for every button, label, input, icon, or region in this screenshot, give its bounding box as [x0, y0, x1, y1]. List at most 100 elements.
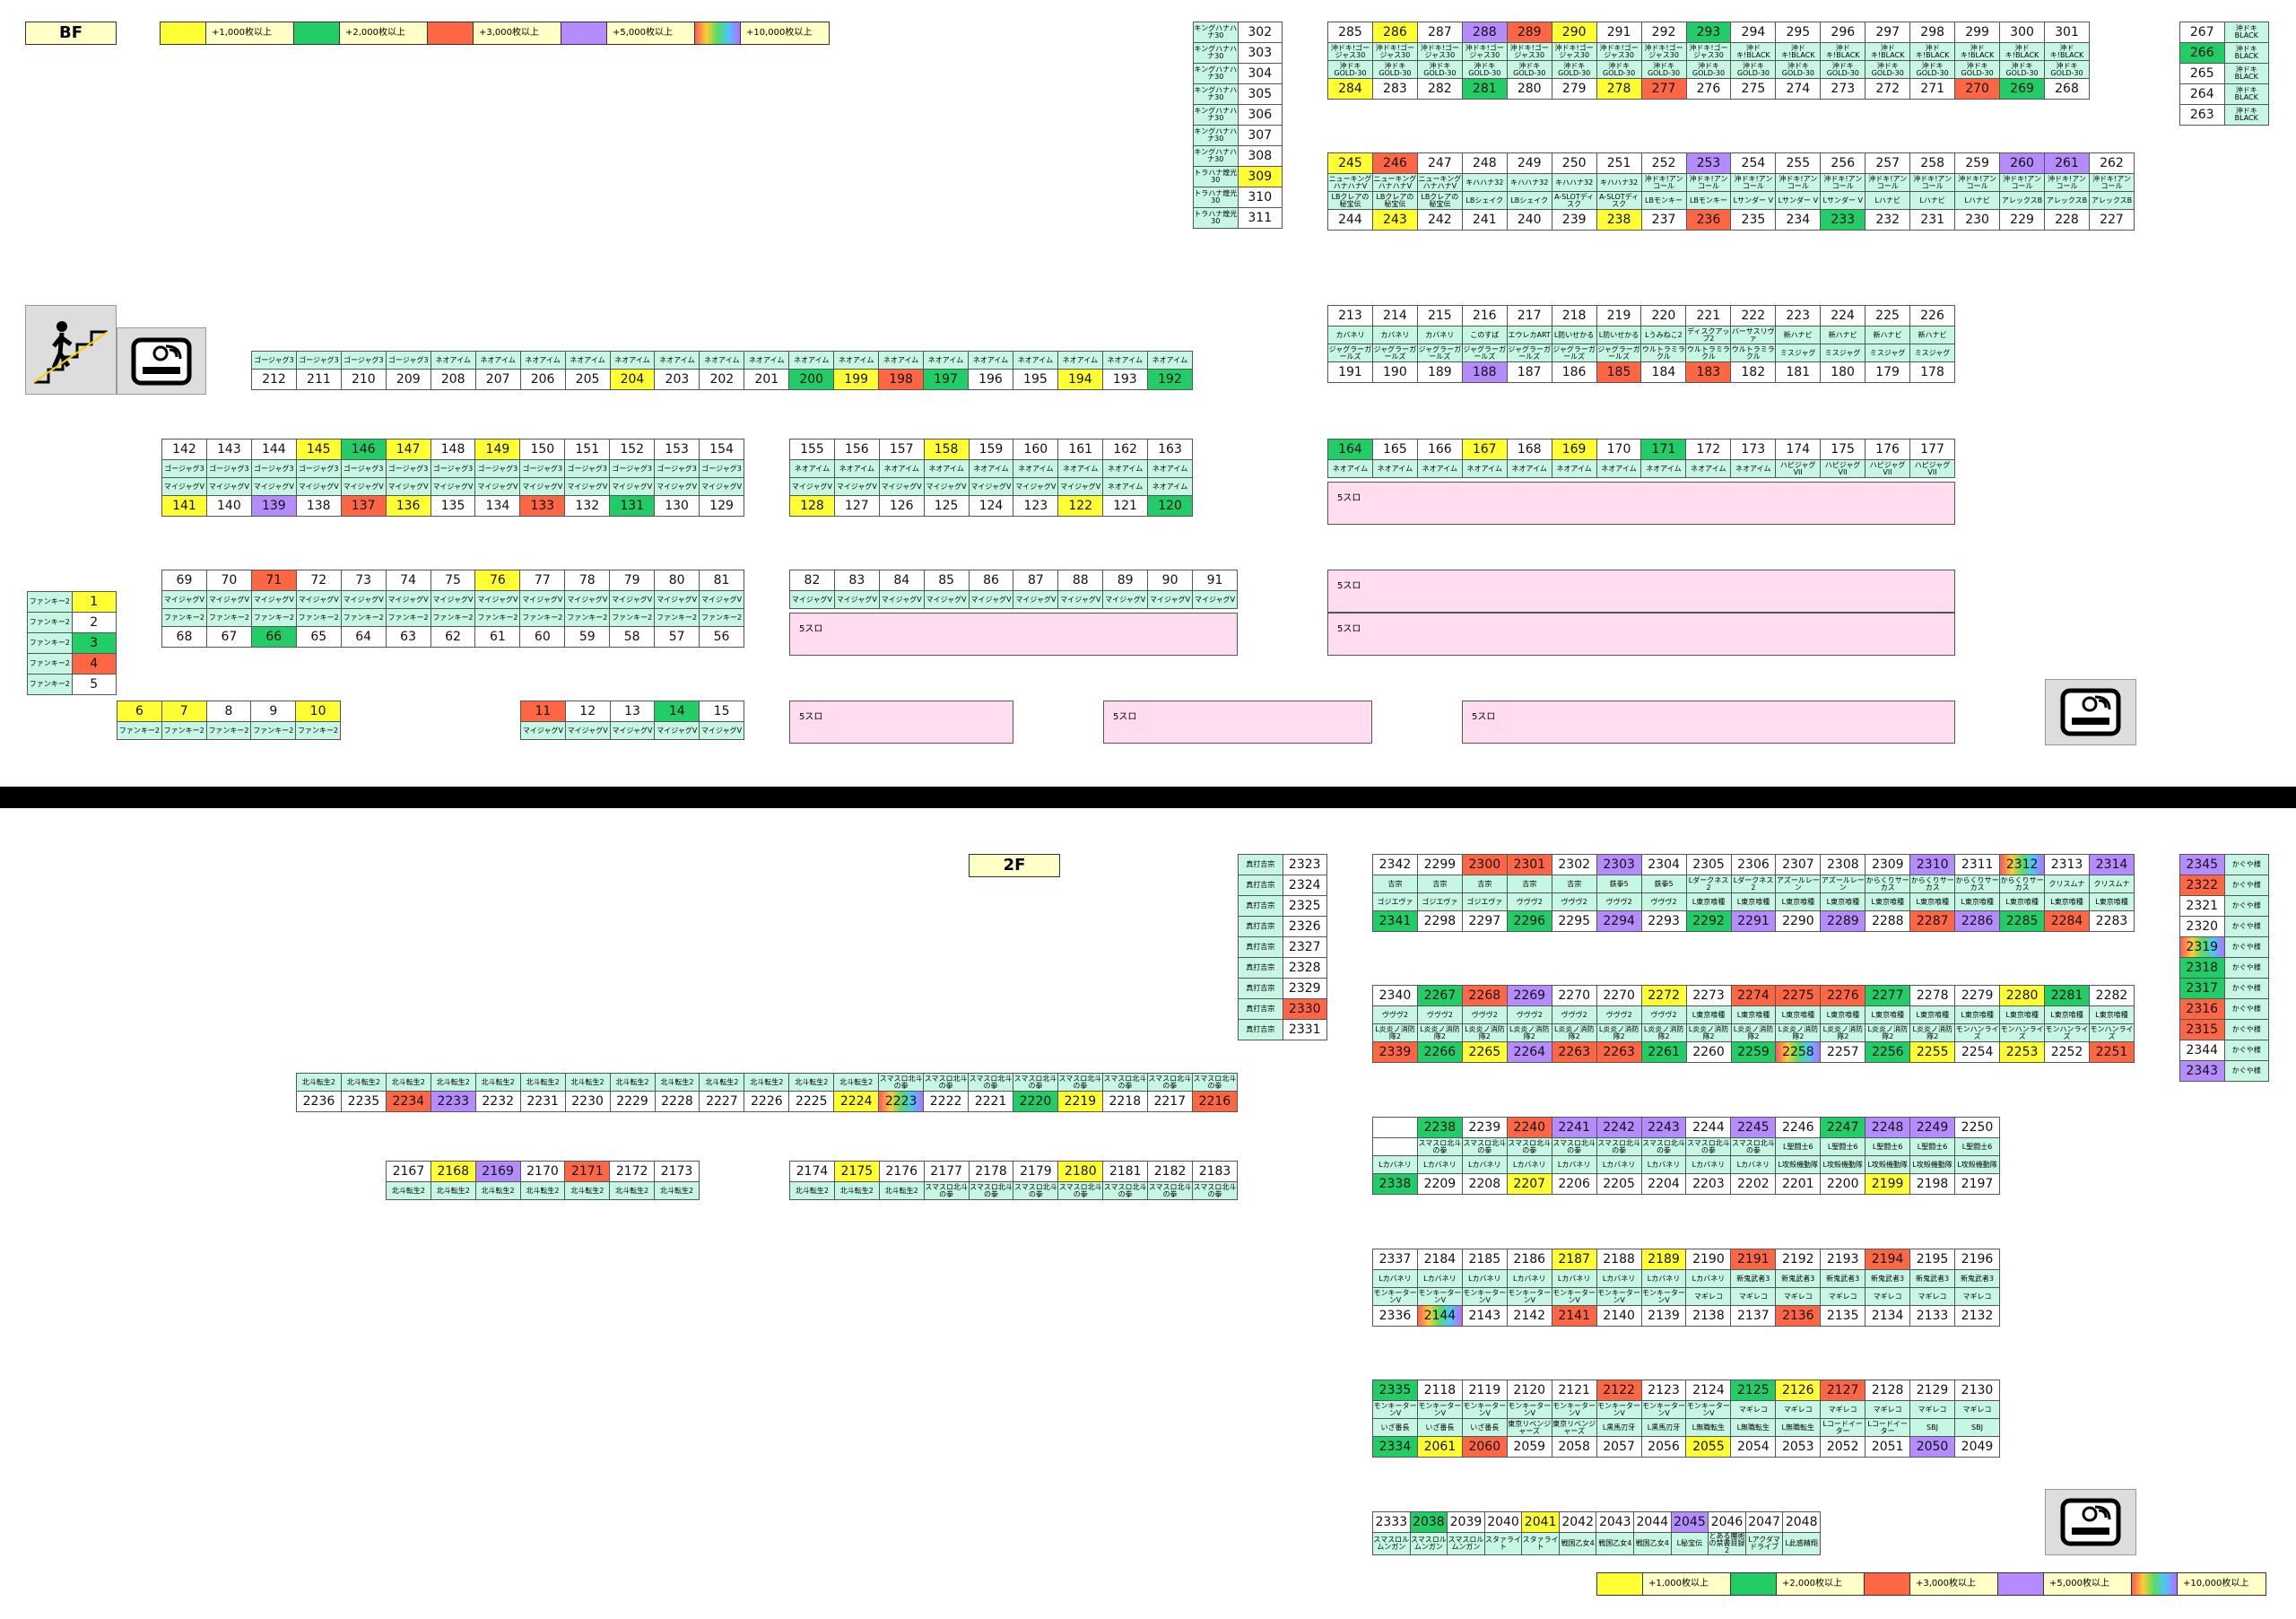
machine-model: ネオアイム	[968, 459, 1014, 478]
machine-model: このすば	[1461, 326, 1508, 344]
machine-model: Lダークネス2	[1685, 875, 1732, 893]
machine-model: マイジャグV	[609, 721, 656, 740]
machine-number: 2118	[1416, 1380, 1463, 1401]
machine-model: 沖ドキ!アンコール	[2044, 173, 2090, 192]
machine-number: 4	[71, 653, 117, 675]
machine-number: 2227	[699, 1091, 745, 1112]
machine-model: 沖ドキ!アンコール	[1730, 173, 1777, 192]
machine-model: マイジャグV	[968, 477, 1014, 496]
machine-number: 223	[1775, 305, 1822, 326]
machine-model: 鉄拳5	[1596, 875, 1642, 893]
machine-model: ウルトラミラクル	[1640, 344, 1687, 362]
machine-model: A-SLOTディスク	[1551, 191, 1597, 210]
machine-model: スマスロ北斗の拳	[1685, 1137, 1732, 1156]
machine-model: 沖ドキBLACK	[2223, 83, 2269, 105]
machine-model: Lカバネリ	[1461, 1155, 1508, 1174]
machine-number: 2055	[1685, 1436, 1732, 1458]
machine-model: 北斗転生2	[788, 1073, 835, 1092]
machine-number: 2299	[1416, 854, 1463, 875]
machine-number: 61	[474, 626, 521, 648]
machine-model: マイジャグV	[519, 477, 566, 496]
machine-model: ニューキングハナハナV	[1371, 173, 1418, 192]
machine-model: かぐや様	[2223, 875, 2269, 896]
machine-model: ファンキー2	[205, 721, 252, 740]
machine-number: 2128	[1865, 1380, 1911, 1401]
machine-number: 2259	[1730, 1041, 1777, 1063]
machine-number: 120	[1147, 495, 1193, 517]
machine-model: スマスロ北斗の拳	[1013, 1181, 1059, 1200]
machine-model: ネオアイム	[654, 351, 700, 370]
machine-number: 238	[1596, 209, 1642, 231]
machine-number: 2196	[1953, 1249, 2001, 1270]
machine-number: 304	[1237, 63, 1283, 84]
machine-model: 沖ドキBLACK	[2223, 63, 2269, 84]
machine-number: 153	[654, 439, 700, 460]
machine-number: 169	[1551, 439, 1597, 460]
machine-number: 2304	[1640, 854, 1687, 875]
machine-number: 188	[1461, 361, 1508, 383]
machine-model: ファンキー2	[205, 608, 252, 627]
machine-number: 199	[833, 369, 880, 390]
machine-number: 252	[1640, 152, 1687, 174]
machine-model: 吉宗	[1416, 875, 1463, 893]
machine-number: 2194	[1865, 1249, 1911, 1270]
machine-model: マギレコ	[1953, 1400, 2001, 1419]
machine-number: 2248	[1865, 1117, 1911, 1138]
machine-model: L東京喰種	[1999, 1005, 2046, 1024]
machine-block-b-2236: 北斗転生2 北斗転生2 北斗転生2 北斗転生2 北斗転生2 北斗転生2 北斗転生2 北斗転生2…	[296, 1073, 1239, 1112]
machine-number: 284	[1327, 78, 1373, 100]
machine-number: 2168	[430, 1161, 476, 1182]
machine-model: ファンキー2	[564, 608, 611, 627]
machine-number: 2335	[1372, 1380, 1418, 1401]
machine-model: スマスロ北斗の拳	[1013, 1073, 1058, 1092]
machine-block-b-213: 213 214 215 216 217 218 219 220 221 222 223 224 225 2…	[1327, 305, 1956, 383]
machine-model: L聖闘士6	[1953, 1137, 2001, 1156]
machine-model: 新鬼武者3	[1953, 1269, 2001, 1288]
machine-number: 258	[1909, 152, 1956, 174]
machine-number: 2238	[1416, 1117, 1463, 1138]
machine-model: アレックスB	[1999, 191, 2045, 210]
machine-model: L黒馬刃牙	[1596, 1418, 1642, 1437]
machine-number: 2219	[1057, 1091, 1103, 1112]
machine-number: 267	[2179, 22, 2225, 43]
machine-number: 301	[2044, 22, 2090, 43]
machine-model: ネオアイム	[1147, 477, 1193, 496]
legend-swatch-1000	[161, 22, 206, 44]
machine-number: 2258	[1775, 1041, 1822, 1063]
machine-model: 北斗転生2	[833, 1073, 880, 1092]
machine-block-b-69: 69 70 71 72 73 74 75 76 77 78 79 80 81 マイジャグV マイジャグV マイ…	[161, 570, 744, 648]
machine-model: スマスロ北斗の拳	[878, 1073, 925, 1092]
machine-model: 沖ドキ!BLACK	[1775, 42, 1822, 61]
machine-model: ネオアイム	[833, 351, 880, 370]
machine-number: 161	[1057, 439, 1104, 460]
machine-model: 沖ドキGOLD-30	[1865, 60, 1911, 79]
machine-number: 63	[385, 626, 431, 648]
machine-model: 沖ドキGOLD-30	[1551, 60, 1597, 79]
machine-model: かぐや様	[2223, 998, 2269, 1020]
machine-model: ハピジャグVII	[1775, 459, 1822, 478]
machine-model: キングハナハナ30	[1193, 125, 1239, 146]
machine-number: 177	[1909, 439, 1956, 460]
machine-number: 206	[519, 369, 566, 390]
machine-model: マイジャグV	[699, 477, 744, 496]
machine-number: 310	[1237, 187, 1283, 208]
machine-model: モンキーターンV	[1416, 1287, 1463, 1306]
five-slot-label: 5スロ	[799, 624, 823, 634]
machine-model: 真打吉宗	[1238, 957, 1283, 979]
legend-label-10000: +10,000枚以上	[2178, 1573, 2266, 1595]
machine-number: 262	[2088, 152, 2135, 174]
machine-number: 295	[1775, 22, 1822, 43]
machine-model: スマスロ北斗の拳	[968, 1073, 1013, 1092]
machine-number: 294	[1730, 22, 1777, 43]
machine-model: 沖ドキ!アンコール	[1775, 173, 1822, 192]
machine-number: 2134	[1865, 1305, 1911, 1327]
machine-number: 2305	[1685, 854, 1732, 875]
machine-model: 吉宗	[1372, 875, 1418, 893]
machine-model: カバネリ	[1371, 326, 1418, 344]
machine-number: 141	[161, 495, 207, 517]
machine-model: L炎炎ノ消防隊2	[1416, 1023, 1463, 1042]
machine-number: 85	[923, 570, 970, 591]
machine-number: 160	[1013, 439, 1059, 460]
machine-model: マイジャグV	[430, 477, 476, 496]
machine-model: ネオアイム	[1685, 459, 1732, 478]
